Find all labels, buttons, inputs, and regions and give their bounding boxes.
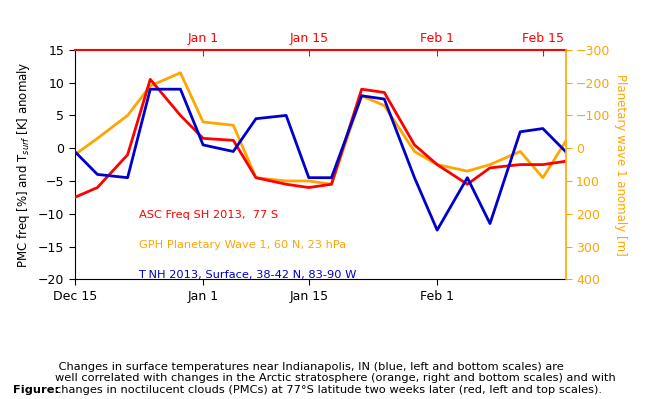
Text: ASC Freq SH 2013,  77 S: ASC Freq SH 2013, 77 S xyxy=(138,211,278,221)
Y-axis label: PMC freq [%] and T$_{surf}$ [K] anomaly: PMC freq [%] and T$_{surf}$ [K] anomaly xyxy=(16,61,32,268)
Text: Changes in surface temperatures near Indianapolis, IN (blue, left and bottom sca: Changes in surface temperatures near Ind… xyxy=(55,362,616,395)
Text: Figure:: Figure: xyxy=(13,385,59,395)
Text: GPH Planetary Wave 1, 60 N, 23 hPa: GPH Planetary Wave 1, 60 N, 23 hPa xyxy=(138,240,346,250)
Y-axis label: Planetary wave 1 anomaly [m]: Planetary wave 1 anomaly [m] xyxy=(614,74,627,255)
Text: T NH 2013, Surface, 38-42 N, 83-90 W: T NH 2013, Surface, 38-42 N, 83-90 W xyxy=(138,270,357,280)
